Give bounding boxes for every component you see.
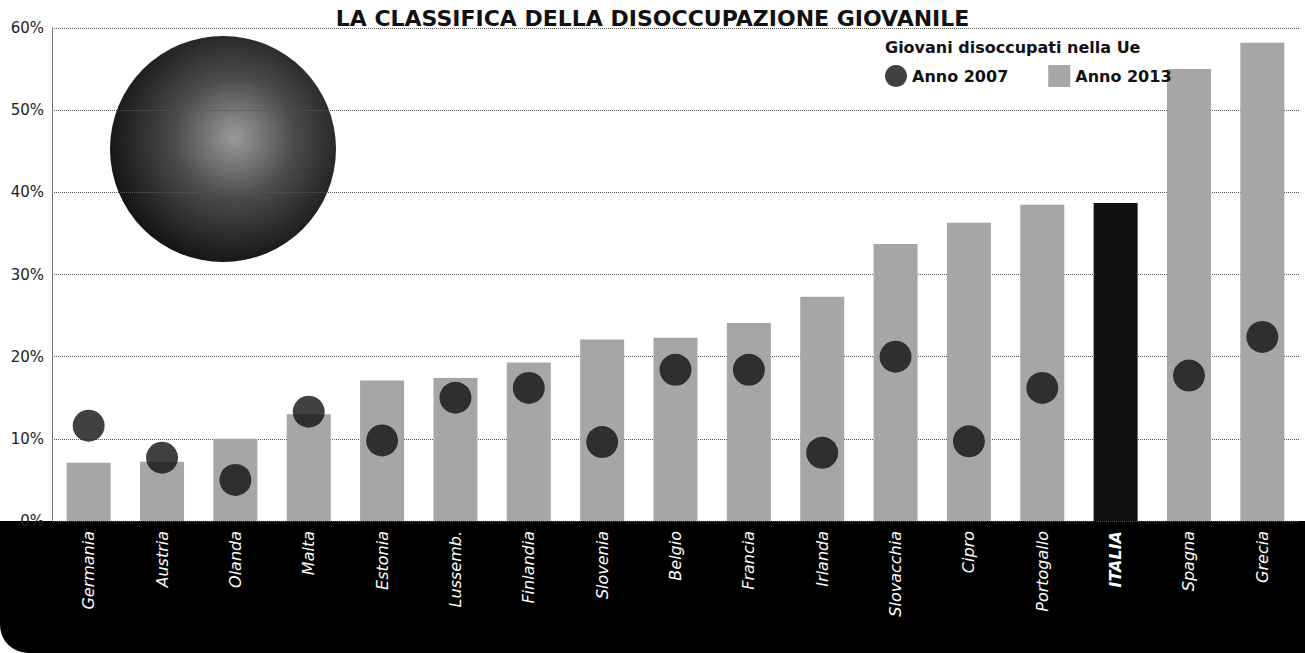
- svg-text:60%: 60%: [11, 19, 44, 37]
- svg-text:40%: 40%: [11, 183, 44, 201]
- svg-text:Lussemb.: Lussemb.: [446, 531, 465, 607]
- svg-text:Finlandia: Finlandia: [519, 531, 538, 604]
- svg-text:Anno 2007: Anno 2007: [912, 67, 1008, 86]
- svg-text:Spagna: Spagna: [1179, 531, 1198, 591]
- svg-text:Estonia: Estonia: [373, 531, 392, 590]
- svg-text:50%: 50%: [11, 101, 44, 119]
- svg-text:ITALIA: ITALIA: [1106, 531, 1125, 588]
- svg-text:Cipro: Cipro: [959, 531, 978, 573]
- svg-text:Germania: Germania: [79, 531, 98, 610]
- svg-text:Giovani disoccupati nella Ue: Giovani disoccupati nella Ue: [885, 38, 1141, 57]
- svg-text:Irlanda: Irlanda: [813, 531, 832, 587]
- svg-text:Malta: Malta: [299, 531, 318, 575]
- svg-text:Belgio: Belgio: [666, 531, 685, 581]
- svg-text:Slovenia: Slovenia: [593, 531, 612, 599]
- svg-text:Austria: Austria: [153, 531, 172, 589]
- svg-text:Olanda: Olanda: [226, 531, 245, 588]
- svg-text:30%: 30%: [11, 266, 44, 284]
- svg-text:0%: 0%: [20, 512, 44, 530]
- svg-text:Slovacchia: Slovacchia: [886, 531, 905, 617]
- svg-text:Francia: Francia: [739, 531, 758, 590]
- svg-text:Portogallo: Portogallo: [1033, 531, 1052, 612]
- svg-text:20%: 20%: [11, 348, 44, 366]
- svg-text:LA CLASSIFICA DELLA DISOCCUPAZ: LA CLASSIFICA DELLA DISOCCUPAZIONE GIOVA…: [336, 6, 970, 31]
- svg-text:Anno 2013: Anno 2013: [1075, 67, 1171, 86]
- svg-text:Grecia: Grecia: [1253, 531, 1272, 583]
- svg-text:10%: 10%: [11, 430, 44, 448]
